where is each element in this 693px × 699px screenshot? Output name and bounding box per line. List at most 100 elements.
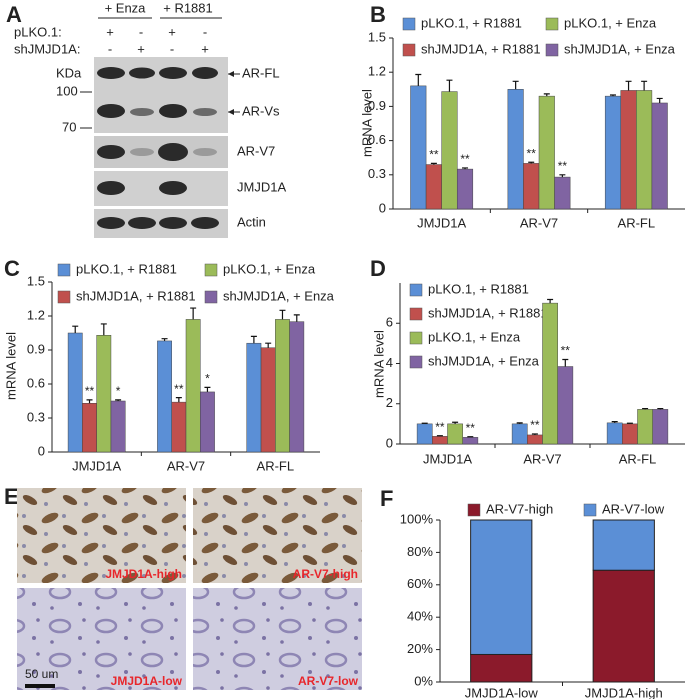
y-tick-label: 1.5: [27, 273, 45, 288]
error-bar: [72, 325, 79, 333]
bar: [416, 423, 433, 445]
blot-bands: [97, 67, 219, 229]
legend-label: shJMJD1A, + R1881: [76, 288, 196, 303]
error-bar: [175, 397, 182, 403]
error-bar: [190, 307, 197, 320]
error-bar: [421, 422, 428, 424]
bar: [425, 164, 442, 210]
y-tick-label: 2: [386, 395, 393, 410]
bar: [289, 321, 305, 453]
legend-label: shJMJD1A, + Enza: [428, 353, 540, 368]
sign: +: [168, 24, 176, 39]
error-bar: [547, 298, 554, 304]
panel-letter: B: [370, 2, 386, 27]
legend-swatch: [583, 503, 597, 517]
histology-panel: JMJD1A-high AR-V7-high JMJD1A-low AR-V7-…: [17, 488, 362, 690]
histology-image: [193, 488, 362, 583]
error-bar: [279, 309, 286, 320]
error-bar: [462, 167, 469, 170]
treatment-label: + R1881: [163, 0, 213, 15]
legend-label: pLKO.1, + Enza: [428, 329, 521, 344]
bar: [110, 400, 126, 453]
legend-label: pLKO.1, + R1881: [76, 261, 177, 276]
x-tick-label: AR-FL: [618, 215, 656, 230]
panel-letter: E: [4, 484, 19, 509]
significance-label: **: [527, 146, 537, 160]
sign: +: [201, 41, 209, 56]
error-bar: [625, 80, 632, 91]
significance-label: **: [561, 344, 571, 358]
error-bar: [516, 422, 523, 424]
x-tick-label: JMJD1A: [417, 215, 466, 230]
histology-label: AR-V7-low: [298, 674, 359, 688]
legend-label: pLKO.1, + Enza: [223, 261, 316, 276]
x-tick-label: AR-FL: [257, 458, 295, 473]
y-tick-label: 0.9: [368, 98, 386, 113]
legend-swatch: [57, 263, 71, 277]
significance-label: **: [530, 418, 540, 432]
band-label: Actin: [237, 214, 266, 229]
bar: [447, 423, 463, 445]
error-bar: [430, 162, 437, 165]
error-bar: [452, 421, 459, 424]
histology-label: AR-V7-high: [293, 567, 358, 581]
error-bar: [467, 436, 474, 438]
y-tick-label: 60%: [407, 576, 433, 591]
x-tick-label: AR-V7: [523, 451, 561, 466]
significance-label: **: [85, 384, 95, 398]
row-label: pLKO.1:: [14, 24, 62, 39]
bar: [67, 332, 83, 453]
error-bar: [641, 80, 648, 91]
error-bar: [528, 161, 535, 164]
bar: [462, 437, 479, 445]
marker-label: 70: [62, 119, 76, 134]
bar: [260, 347, 276, 453]
bar-segment: [592, 519, 655, 571]
y-tick-label: 1.2: [27, 307, 45, 322]
y-tick-label: 0.3: [368, 166, 386, 181]
legend-swatch: [204, 263, 218, 277]
histology-image: [193, 588, 362, 690]
x-tick-label: AR-FL: [619, 451, 657, 466]
bar: [246, 342, 262, 453]
y-tick-label: 40%: [407, 609, 433, 624]
legend-label: pLKO.1, + Enza: [564, 15, 657, 30]
y-axis-label: mRNA level: [359, 89, 374, 157]
bar: [636, 90, 653, 210]
bar: [652, 409, 669, 445]
histology-label: JMJD1A-low: [111, 674, 183, 688]
bar: [554, 176, 571, 210]
error-bar: [512, 80, 519, 90]
y-tick-label: 0.9: [27, 341, 45, 356]
sign: -: [170, 41, 174, 56]
error-bar: [100, 323, 107, 336]
y-tick-label: 6: [386, 315, 393, 330]
bar: [620, 90, 637, 210]
bar: [185, 319, 201, 453]
y-tick-label: 80%: [407, 544, 433, 559]
significance-label: *: [116, 384, 121, 398]
bar: [432, 436, 448, 445]
error-bar: [611, 421, 618, 423]
histology-image: [17, 488, 186, 583]
significance-label: **: [429, 148, 439, 162]
legend-label: AR-V7-high: [486, 501, 553, 516]
bar: [507, 89, 524, 210]
error-bar: [436, 435, 443, 437]
x-tick-label: AR-V7: [167, 458, 205, 473]
sign: +: [106, 24, 114, 39]
y-tick-label: 0%: [414, 673, 433, 688]
error-bar: [446, 79, 453, 92]
scale-bar: [25, 684, 55, 688]
legend-swatch: [204, 290, 218, 304]
error-bar: [559, 174, 566, 178]
y-tick-label: 0.6: [27, 375, 45, 390]
legend-swatch: [467, 503, 481, 517]
significance-label: **: [558, 159, 568, 173]
x-tick-label: JMJD1A-low: [465, 685, 539, 699]
legend-label: shJMJD1A, + Enza: [564, 41, 676, 56]
y-axis-label: mRNA level: [371, 330, 386, 398]
y-tick-label: 0: [38, 443, 45, 458]
significance-label: **: [460, 152, 470, 166]
error-bar: [415, 73, 422, 86]
